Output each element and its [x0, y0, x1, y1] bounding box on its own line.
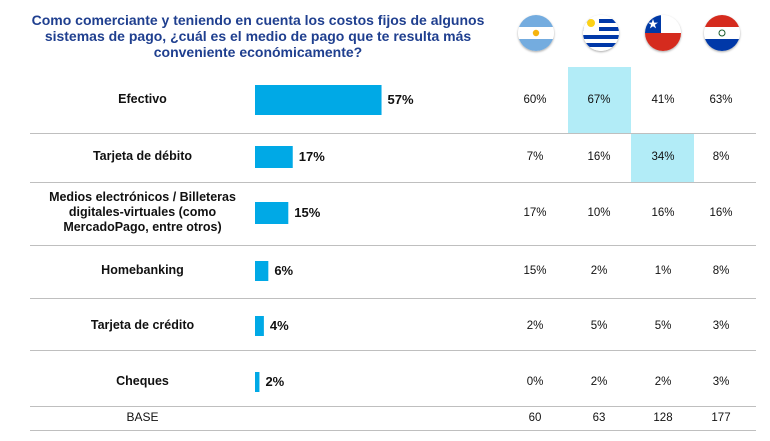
table-cell: 7%: [526, 151, 544, 163]
table-cell: 2%: [590, 265, 608, 277]
table-cell: 17%: [523, 207, 547, 219]
highlight-cell: [568, 67, 631, 133]
table-cell: 2%: [590, 376, 608, 388]
table-cell: 16%: [651, 207, 675, 219]
table-cell: 15%: [523, 265, 547, 277]
value-label: 2%: [265, 374, 285, 389]
table-cell: 63%: [709, 94, 733, 106]
category-label: Tarjeta de débito: [92, 149, 193, 163]
table-cell: 2%: [526, 320, 544, 332]
paraguay-flag-icon: [704, 15, 740, 51]
table-cell: 34%: [651, 151, 675, 163]
chart-title: Como comerciante y teniendo en cuenta lo…: [31, 12, 485, 60]
table-cell: 8%: [712, 265, 730, 277]
bar: [255, 372, 260, 392]
table-cell: 2%: [654, 376, 672, 388]
table-cell: 16%: [709, 207, 733, 219]
category-label: Cheques: [116, 374, 169, 388]
bar: [255, 85, 382, 115]
category-label: Medios electrónicos / Billeteras digital…: [49, 190, 236, 234]
table-cell: 0%: [526, 376, 544, 388]
bar: [255, 202, 289, 224]
base-cell: 128: [653, 412, 673, 424]
uruguay-flag-icon: [583, 15, 619, 51]
category-label: Efectivo: [118, 92, 167, 106]
highlight-cell: [631, 133, 694, 182]
value-label: 57%: [387, 92, 414, 107]
value-label: 15%: [294, 205, 321, 220]
base-cell: 63: [592, 412, 606, 424]
table-cell: 60%: [523, 94, 547, 106]
bar: [255, 261, 269, 281]
value-label: 17%: [298, 149, 325, 164]
table-cell: 16%: [587, 151, 611, 163]
table-cell: 1%: [654, 265, 672, 277]
table-cell: 41%: [651, 94, 675, 106]
argentina-flag-icon: [518, 15, 554, 51]
table-cell: 5%: [654, 320, 672, 332]
table-cell: 5%: [590, 320, 608, 332]
base-label: BASE: [126, 410, 159, 424]
chile-flag-icon: [645, 15, 681, 51]
table-cell: 3%: [712, 376, 730, 388]
table-cell: 8%: [712, 151, 730, 163]
category-label: Tarjeta de crédito: [90, 318, 195, 332]
bar: [255, 146, 293, 168]
base-cell: 60: [528, 412, 542, 424]
bar: [255, 316, 264, 336]
table-cell: 10%: [587, 207, 611, 219]
value-label: 4%: [269, 318, 289, 333]
table-cell: 67%: [587, 94, 611, 106]
value-label: 6%: [274, 263, 294, 278]
base-cell: 177: [711, 412, 731, 424]
table-cell: 3%: [712, 320, 730, 332]
category-label: Homebanking: [101, 263, 184, 277]
